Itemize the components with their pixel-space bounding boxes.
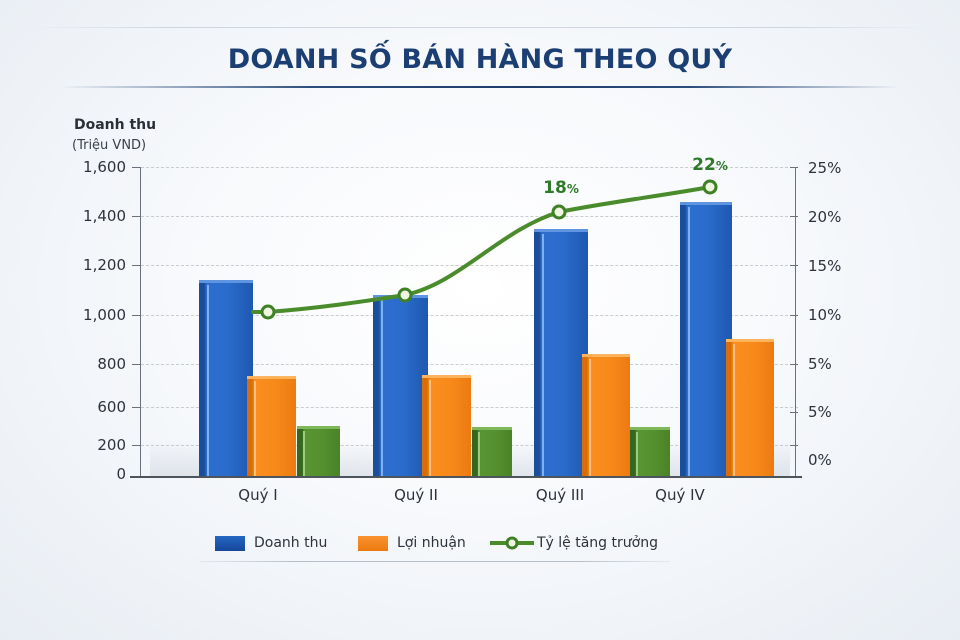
y-tick-label: 600 bbox=[97, 398, 126, 416]
growth-point-q3 bbox=[551, 204, 567, 220]
y-tick-label: 1,600 bbox=[83, 158, 126, 176]
legend-divider bbox=[200, 561, 670, 562]
legend-label: Lợi nhuận bbox=[397, 535, 466, 551]
legend-item-profit[interactable]: Lợi nhuận bbox=[358, 535, 466, 551]
growth-point-q2 bbox=[397, 287, 413, 303]
tick-mark bbox=[790, 364, 798, 365]
left-axis bbox=[140, 167, 141, 476]
y2-tick-label: 5% bbox=[808, 355, 832, 373]
gridline bbox=[136, 315, 798, 316]
tick-mark bbox=[790, 445, 798, 446]
y2-tick-label: 25% bbox=[808, 159, 842, 177]
growth-point-q1 bbox=[260, 304, 276, 320]
bar-green-q3[interactable] bbox=[630, 427, 670, 476]
tick-mark bbox=[132, 265, 140, 266]
y2-tick-label: 15% bbox=[808, 257, 842, 275]
title-underline bbox=[60, 86, 900, 88]
y2-tick-label: 20% bbox=[808, 208, 842, 226]
y-axis-title: Doanh thu bbox=[74, 117, 157, 133]
gridline bbox=[136, 167, 798, 168]
tick-mark bbox=[790, 167, 798, 168]
y-tick-label: 0 bbox=[116, 465, 126, 483]
x-category-label: Quý II bbox=[394, 486, 438, 504]
tick-mark bbox=[132, 167, 140, 168]
x-category-label: Quý IV bbox=[655, 486, 705, 504]
tick-mark bbox=[132, 216, 140, 217]
bar-revenue-q3[interactable] bbox=[534, 229, 588, 476]
y-axis-unit: (Triệu VND) bbox=[72, 138, 147, 153]
x-axis-baseline bbox=[130, 476, 802, 478]
bar-revenue-q1[interactable] bbox=[199, 280, 253, 476]
bar-profit-q2[interactable] bbox=[422, 375, 471, 476]
legend-item-revenue[interactable]: Doanh thu bbox=[215, 535, 327, 551]
y2-tick-label: 5% bbox=[808, 403, 832, 421]
bar-revenue-q4[interactable] bbox=[680, 202, 732, 476]
data-label-q4: 22% bbox=[692, 155, 728, 175]
legend-label: Tỷ lệ tăng trưởng bbox=[537, 535, 658, 551]
y-tick-label: 800 bbox=[97, 355, 126, 373]
tick-mark bbox=[132, 315, 140, 316]
legend-swatch-orange-icon bbox=[358, 535, 388, 551]
tick-mark bbox=[132, 364, 140, 365]
y2-tick-label: 10% bbox=[808, 306, 842, 324]
x-category-label: Quý I bbox=[238, 486, 278, 504]
tick-mark bbox=[790, 315, 798, 316]
tick-mark bbox=[790, 412, 798, 413]
right-axis bbox=[795, 167, 796, 476]
bar-profit-q1[interactable] bbox=[247, 376, 296, 476]
legend-line-marker-icon bbox=[490, 536, 534, 550]
legend-label: Doanh thu bbox=[254, 535, 328, 551]
top-divider bbox=[28, 27, 928, 28]
tick-mark bbox=[132, 407, 140, 408]
bar-profit-q3[interactable] bbox=[582, 354, 630, 476]
y-tick-label: 1,000 bbox=[83, 306, 126, 324]
tick-mark bbox=[790, 216, 798, 217]
tick-mark bbox=[790, 265, 798, 266]
gridline bbox=[136, 364, 798, 365]
chart-title: DOANH SỐ BÁN HÀNG THEO QUÝ bbox=[227, 44, 733, 75]
tick-mark bbox=[132, 445, 140, 446]
x-category-label: Quý III bbox=[535, 486, 585, 504]
y-tick-label: 200 bbox=[97, 436, 126, 454]
legend-swatch-blue-icon bbox=[215, 535, 245, 551]
y2-tick-label: 0% bbox=[808, 451, 832, 469]
y-tick-label: 1,400 bbox=[83, 207, 126, 225]
y-tick-label: 1,200 bbox=[83, 256, 126, 274]
gridline bbox=[136, 216, 798, 217]
bar-profit-q4[interactable] bbox=[726, 339, 774, 476]
growth-point-q4 bbox=[702, 179, 718, 195]
bar-green-q2[interactable] bbox=[472, 427, 512, 476]
legend-item-growth[interactable]: Tỷ lệ tăng trưởng bbox=[490, 535, 658, 551]
data-label-q3: 18% bbox=[543, 178, 579, 198]
bar-green-q1[interactable] bbox=[297, 426, 340, 476]
